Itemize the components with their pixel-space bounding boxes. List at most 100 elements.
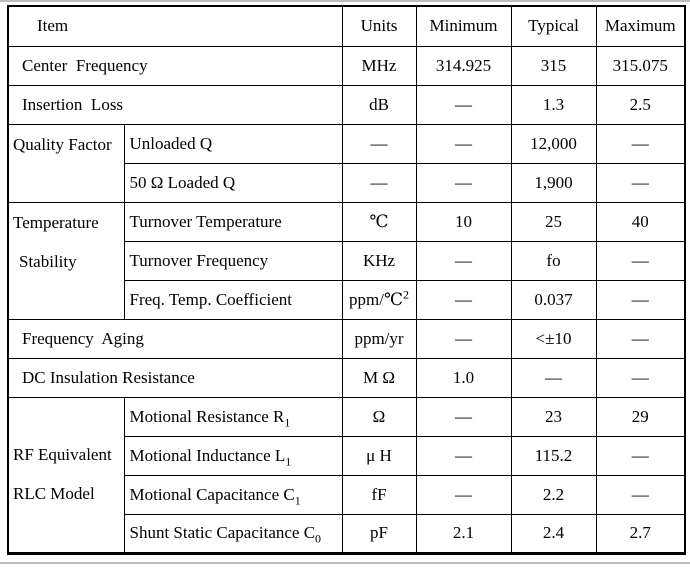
motional-capacitance-label: Motional Capacitance C [129, 484, 295, 504]
insertion-loss-typ-cell: 1.3 [510, 84, 597, 125]
motional-inductance-min-cell: — [415, 435, 512, 476]
rlc-model-label: RLC Model [13, 484, 95, 503]
motional-inductance-label: Motional Inductance L [129, 445, 286, 465]
row-loaded-q: 50 Ω Loaded Q — — 1,900 — [8, 162, 686, 203]
row-unloaded-q: Quality Factor Unloaded Q — — 12,000 — [7, 123, 686, 203]
turnover-frequency-typ-cell: fo [510, 240, 597, 281]
motional-capacitance-sub: 1 [294, 492, 301, 507]
unloaded-q-typ-cell: 12,000 [510, 123, 597, 164]
center-frequency-units-cell: MHz [341, 45, 417, 86]
motional-resistance-item-cell: Motional Resistance R1 [123, 396, 343, 437]
motional-resistance-sub: 1 [284, 414, 291, 429]
temperature-stability-label-line2: Stability [19, 251, 77, 271]
dc-insulation-resistance-units-cell: M Ω [341, 357, 417, 398]
shunt-static-capacitance-item-cell: Shunt Static Capacitance C0 [123, 513, 343, 554]
motional-capacitance-max-cell: — [595, 474, 686, 515]
freq-temp-coefficient-units-base: ppm/℃ [349, 289, 403, 309]
freq-temp-coefficient-item-cell: Freq. Temp. Coefficient [123, 279, 343, 320]
loaded-q-units-cell: — [341, 162, 417, 203]
turnover-frequency-item-cell: Turnover Frequency [123, 240, 343, 281]
freq-temp-coefficient-units-sup: 2 [402, 286, 409, 301]
turnover-temperature-item-cell: Turnover Temperature [123, 201, 343, 242]
row-turnover-frequency: Turnover Frequency KHz — fo — [8, 240, 686, 281]
header-units: Units [341, 5, 417, 47]
turnover-frequency-min-cell: — [415, 240, 512, 281]
header-typical: Typical [510, 5, 597, 47]
shunt-static-capacitance-sub: 0 [315, 531, 322, 546]
motional-inductance-sub: 1 [285, 453, 292, 468]
motional-resistance-typ-cell: 23 [510, 396, 597, 437]
shunt-static-capacitance-label: Shunt Static Capacitance C [129, 523, 316, 542]
temperature-stability-group-cell: Temperature Stability [7, 201, 125, 320]
dc-insulation-resistance-max-cell: — [595, 357, 686, 398]
freq-temp-coefficient-units-cell: ppm/℃2 [341, 279, 417, 320]
turnover-temperature-min-cell: 10 [415, 201, 512, 242]
row-frequency-aging: Frequency Aging ppm/yr — <±10 — [7, 318, 686, 359]
motional-capacitance-item-cell: Motional Capacitance C1 [123, 474, 343, 515]
motional-inductance-max-cell: — [595, 435, 686, 476]
quality-factor-label: Quality Factor [13, 134, 112, 154]
motional-inductance-units-cell: μ H [341, 435, 417, 476]
motional-resistance-max-cell: 29 [595, 396, 686, 437]
frequency-aging-max-cell: — [595, 318, 686, 359]
turnover-frequency-max-cell: — [595, 240, 686, 281]
header-minimum: Minimum [415, 5, 512, 47]
loaded-q-min-cell: — [415, 162, 512, 203]
unloaded-q-units-cell: — [341, 123, 417, 164]
header-maximum: Maximum [595, 5, 686, 47]
unloaded-q-item-cell: Unloaded Q [123, 123, 343, 164]
unloaded-q-max-cell: — [595, 123, 686, 164]
freq-temp-coefficient-max-cell: — [595, 279, 686, 320]
frequency-aging-units-cell: ppm/yr [341, 318, 417, 359]
row-freq-temp-coefficient: Freq. Temp. Coefficient ppm/℃2 — 0.037 — [8, 279, 686, 320]
motional-capacitance-units-cell: fF [341, 474, 417, 515]
insertion-loss-item-cell: Insertion Loss [7, 84, 343, 125]
row-motional-resistance: RF Equivalent RLC Model Motional Resista… [7, 396, 686, 554]
motional-inductance-typ-cell: 115.2 [510, 435, 597, 476]
insertion-loss-max-cell: 2.5 [595, 84, 686, 125]
insertion-loss-min-cell: — [415, 84, 512, 125]
motional-capacitance-min-cell: — [415, 474, 512, 515]
shunt-static-capacitance-units-cell: pF [341, 513, 417, 554]
row-insertion-loss: Insertion Loss dB — 1.3 2.5 [7, 84, 686, 125]
loaded-q-typ-cell: 1,900 [510, 162, 597, 203]
unloaded-q-min-cell: — [415, 123, 512, 164]
center-frequency-typ-cell: 315 [510, 45, 597, 86]
shunt-static-capacitance-min-cell: 2.1 [415, 513, 512, 554]
table-header-row: Item Units Minimum Typical Maximum [7, 5, 686, 47]
specifications-table: Item Units Minimum Typical Maximum Cente… [7, 5, 686, 555]
turnover-frequency-units-cell: KHz [341, 240, 417, 281]
rf-equivalent-rlc-model-group-cell: RF Equivalent RLC Model [7, 396, 125, 554]
loaded-q-max-cell: — [595, 162, 686, 203]
row-turnover-temperature: Temperature Stability Turnover Temperatu… [7, 201, 686, 320]
dc-insulation-resistance-min-cell: 1.0 [415, 357, 512, 398]
center-frequency-max-cell: 315.075 [595, 45, 686, 86]
motional-resistance-label: Motional Resistance R [129, 406, 285, 426]
turnover-temperature-units-cell: ℃ [341, 201, 417, 242]
row-dc-insulation-resistance: DC Insulation Resistance M Ω 1.0 — — [7, 357, 686, 398]
rf-equivalent-label: RF Equivalent [13, 445, 112, 464]
page-edge-top [0, 0, 690, 2]
frequency-aging-typ-cell: <±10 [510, 318, 597, 359]
dc-insulation-resistance-typ-cell: — [510, 357, 597, 398]
row-center-frequency: Center Frequency MHz 314.925 315 315.075 [7, 45, 686, 86]
motional-capacitance-typ-cell: 2.2 [510, 474, 597, 515]
motional-inductance-item-cell: Motional Inductance L1 [123, 435, 343, 476]
row-motional-capacitance: Motional Capacitance C1 fF — 2.2 — [8, 474, 686, 515]
dc-insulation-resistance-item-cell: DC Insulation Resistance [7, 357, 343, 398]
row-shunt-static-capacitance: Shunt Static Capacitance C0 pF 2.1 2.4 2… [8, 513, 686, 554]
turnover-temperature-max-cell: 40 [595, 201, 686, 242]
header-item: Item [7, 5, 343, 47]
insertion-loss-units-cell: dB [341, 84, 417, 125]
motional-resistance-min-cell: — [415, 396, 512, 437]
turnover-temperature-typ-cell: 25 [510, 201, 597, 242]
freq-temp-coefficient-min-cell: — [415, 279, 512, 320]
shunt-static-capacitance-typ-cell: 2.4 [510, 513, 597, 554]
temperature-stability-label-line1: Temperature [13, 212, 99, 232]
loaded-q-item-cell: 50 Ω Loaded Q [123, 162, 343, 203]
motional-resistance-units-cell: Ω [341, 396, 417, 437]
center-frequency-min-cell: 314.925 [415, 45, 512, 86]
page-edge-bottom [0, 562, 690, 564]
row-motional-inductance: Motional Inductance L1 μ H — 115.2 — [8, 435, 686, 476]
shunt-static-capacitance-max-cell: 2.7 [595, 513, 686, 554]
